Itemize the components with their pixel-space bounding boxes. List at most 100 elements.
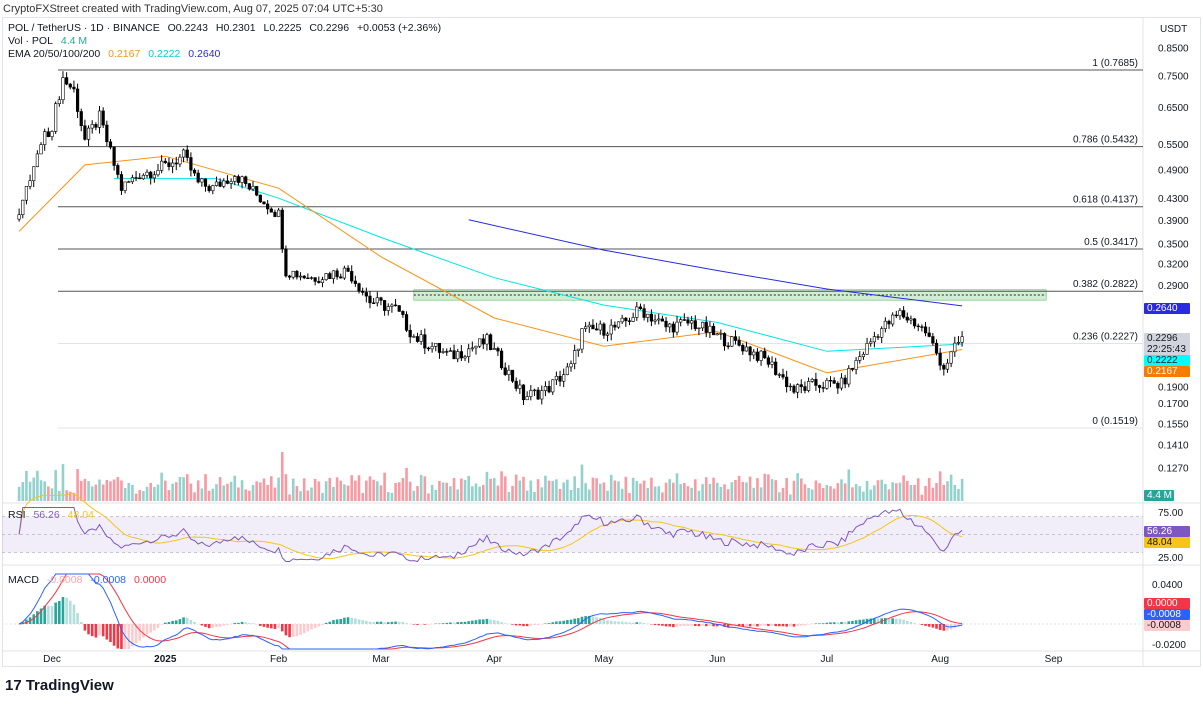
price-tick-label: 0.3200 <box>1158 259 1189 270</box>
candle-down <box>225 180 230 184</box>
candle-up <box>839 377 844 389</box>
candle-up <box>141 174 145 180</box>
candle-down <box>75 88 80 112</box>
macd-histogram-bar <box>36 611 39 624</box>
candle-up <box>86 127 91 140</box>
candle-up <box>21 199 25 216</box>
ohlc-open: O0.2243 <box>167 22 208 34</box>
time-tick-label: Mar <box>372 654 390 665</box>
candle-up <box>324 273 328 280</box>
volume-bar <box>142 491 145 501</box>
volume-bar <box>653 486 657 501</box>
volume-bar <box>90 486 94 501</box>
macd-histogram-bar <box>401 622 405 624</box>
candle-up <box>562 374 566 382</box>
candle-down <box>850 368 855 370</box>
volume-bar <box>17 486 21 501</box>
candle-down <box>503 367 507 375</box>
candle-down <box>547 386 551 393</box>
volume-bar <box>339 480 343 501</box>
volume-bar <box>675 473 679 501</box>
candle-up <box>872 336 876 343</box>
volume-bar <box>416 486 419 501</box>
volume-bar <box>770 479 774 501</box>
macd-histogram-bar <box>335 619 339 624</box>
candle-up <box>847 368 851 385</box>
volume-bar <box>836 483 840 501</box>
price-tick-label: 0.4300 <box>1158 194 1189 205</box>
macd-histogram-bar <box>595 617 598 624</box>
volume-bar <box>474 483 478 501</box>
volume-bar <box>25 470 28 501</box>
macd-histogram-bar <box>525 624 529 627</box>
volume-bar <box>953 484 957 501</box>
volume-bar <box>726 489 730 501</box>
macd-histogram-bar <box>204 624 207 627</box>
volume-bar <box>902 475 905 501</box>
candle-down <box>379 297 383 301</box>
macd-histogram-bar <box>518 624 522 626</box>
macd-histogram-bar <box>704 624 708 627</box>
volume-bar <box>174 482 178 501</box>
candle-down <box>817 385 822 388</box>
volume-bar <box>938 471 942 501</box>
volume-bar <box>540 487 544 501</box>
candle-up <box>456 351 460 360</box>
volume-bar <box>628 492 631 501</box>
volume-bar <box>591 477 595 501</box>
macd-histogram-bar <box>328 621 332 624</box>
volume-bar <box>72 492 76 501</box>
macd-signal-tag: 0.0000 <box>1144 598 1190 609</box>
macd-histogram-bar <box>756 624 759 627</box>
volume-bar <box>101 484 105 501</box>
volume-bar <box>891 482 894 501</box>
volume-bar <box>873 485 876 501</box>
fib-level-label: 0.382 (0.2822) <box>1073 279 1138 290</box>
macd-histogram-bar <box>843 622 847 624</box>
tradingview-logo[interactable]: 17 TradingView <box>5 677 114 694</box>
volume-bar <box>884 484 887 501</box>
volume-bar <box>87 481 90 501</box>
volume-bar <box>832 488 836 501</box>
macd-histogram-bar <box>533 624 536 626</box>
candle-down <box>189 157 193 171</box>
macd-histogram-bar <box>931 624 935 628</box>
candle-down <box>923 326 928 334</box>
volume-bar <box>814 480 818 501</box>
volume-bar <box>690 487 693 501</box>
candle-up <box>32 166 36 181</box>
candle-down <box>638 306 643 309</box>
macd-histogram-bar <box>657 624 661 626</box>
candle-up <box>909 318 913 321</box>
candle-down <box>68 83 72 88</box>
macd-histogram-bar <box>920 624 924 625</box>
volume-bar <box>957 489 960 501</box>
volume-bar <box>116 477 120 501</box>
price-tick-label: 0.7500 <box>1158 71 1189 82</box>
volume-bar <box>639 483 642 501</box>
macd-histogram-bar <box>83 624 87 631</box>
volume-bar <box>372 479 375 501</box>
macd-histogram-bar <box>562 620 565 624</box>
volume-bar <box>606 490 609 501</box>
macd-histogram-bar <box>715 624 719 627</box>
fib-level-label: 0.236 (0.2227) <box>1073 331 1138 342</box>
candle-down <box>426 347 431 350</box>
volume-bar <box>927 477 931 501</box>
volume-bar <box>767 474 770 501</box>
ema200-price-tag: 0.2640 <box>1144 303 1190 314</box>
macd-histogram-bar <box>193 621 196 624</box>
macd-histogram-bar <box>935 624 938 629</box>
volume-bar <box>756 478 759 501</box>
macd-histogram-bar <box>778 624 781 627</box>
macd-histogram-bar <box>25 619 28 624</box>
ema50-line <box>18 155 963 374</box>
candle-down <box>452 350 456 360</box>
candle-down <box>116 165 120 175</box>
candle-up <box>222 180 226 187</box>
candle-up <box>532 389 537 392</box>
candle-down <box>660 318 664 322</box>
volume-value: 4.4 M <box>60 35 88 47</box>
volume-bar <box>343 484 346 501</box>
